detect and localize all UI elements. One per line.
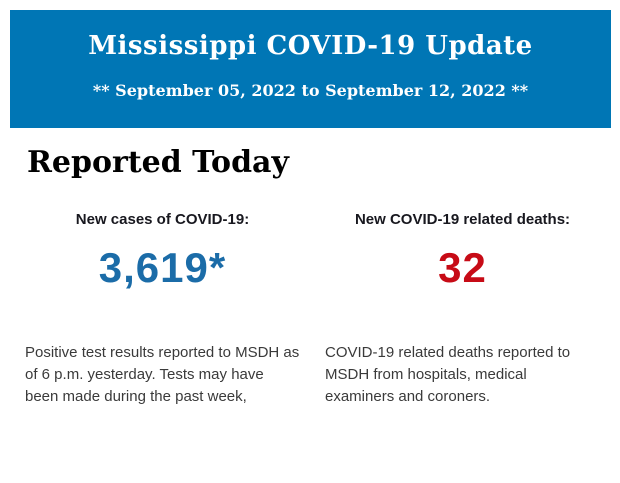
descriptions-row: Positive test results reported to MSDH a… [25, 342, 600, 408]
new-cases-value: 3,619* [98, 244, 227, 291]
new-cases-stat: New cases of COVID-19: 3,619* [25, 211, 300, 290]
section-title: Reported Today [27, 145, 289, 180]
date-range: ** September 05, 2022 to September 12, 2… [92, 80, 529, 100]
new-deaths-label: New COVID-19 related deaths: [354, 211, 571, 228]
page-title: Mississippi COVID-19 Update [88, 30, 533, 61]
stats-row: New cases of COVID-19: 3,619* New COVID-… [25, 211, 600, 290]
new-deaths-value: 32 [438, 244, 487, 291]
new-cases-description: Positive test results reported to MSDH a… [25, 344, 300, 405]
new-cases-label: New cases of COVID-19: [75, 211, 250, 228]
header-banner: Mississippi COVID-19 Update ** September… [10, 10, 611, 128]
new-deaths-description: COVID-19 related deaths reported to MSDH… [325, 344, 571, 405]
report-body: Reported Today New cases of COVID-19: 3,… [0, 145, 620, 408]
new-deaths-stat: New COVID-19 related deaths: 32 [325, 211, 600, 290]
